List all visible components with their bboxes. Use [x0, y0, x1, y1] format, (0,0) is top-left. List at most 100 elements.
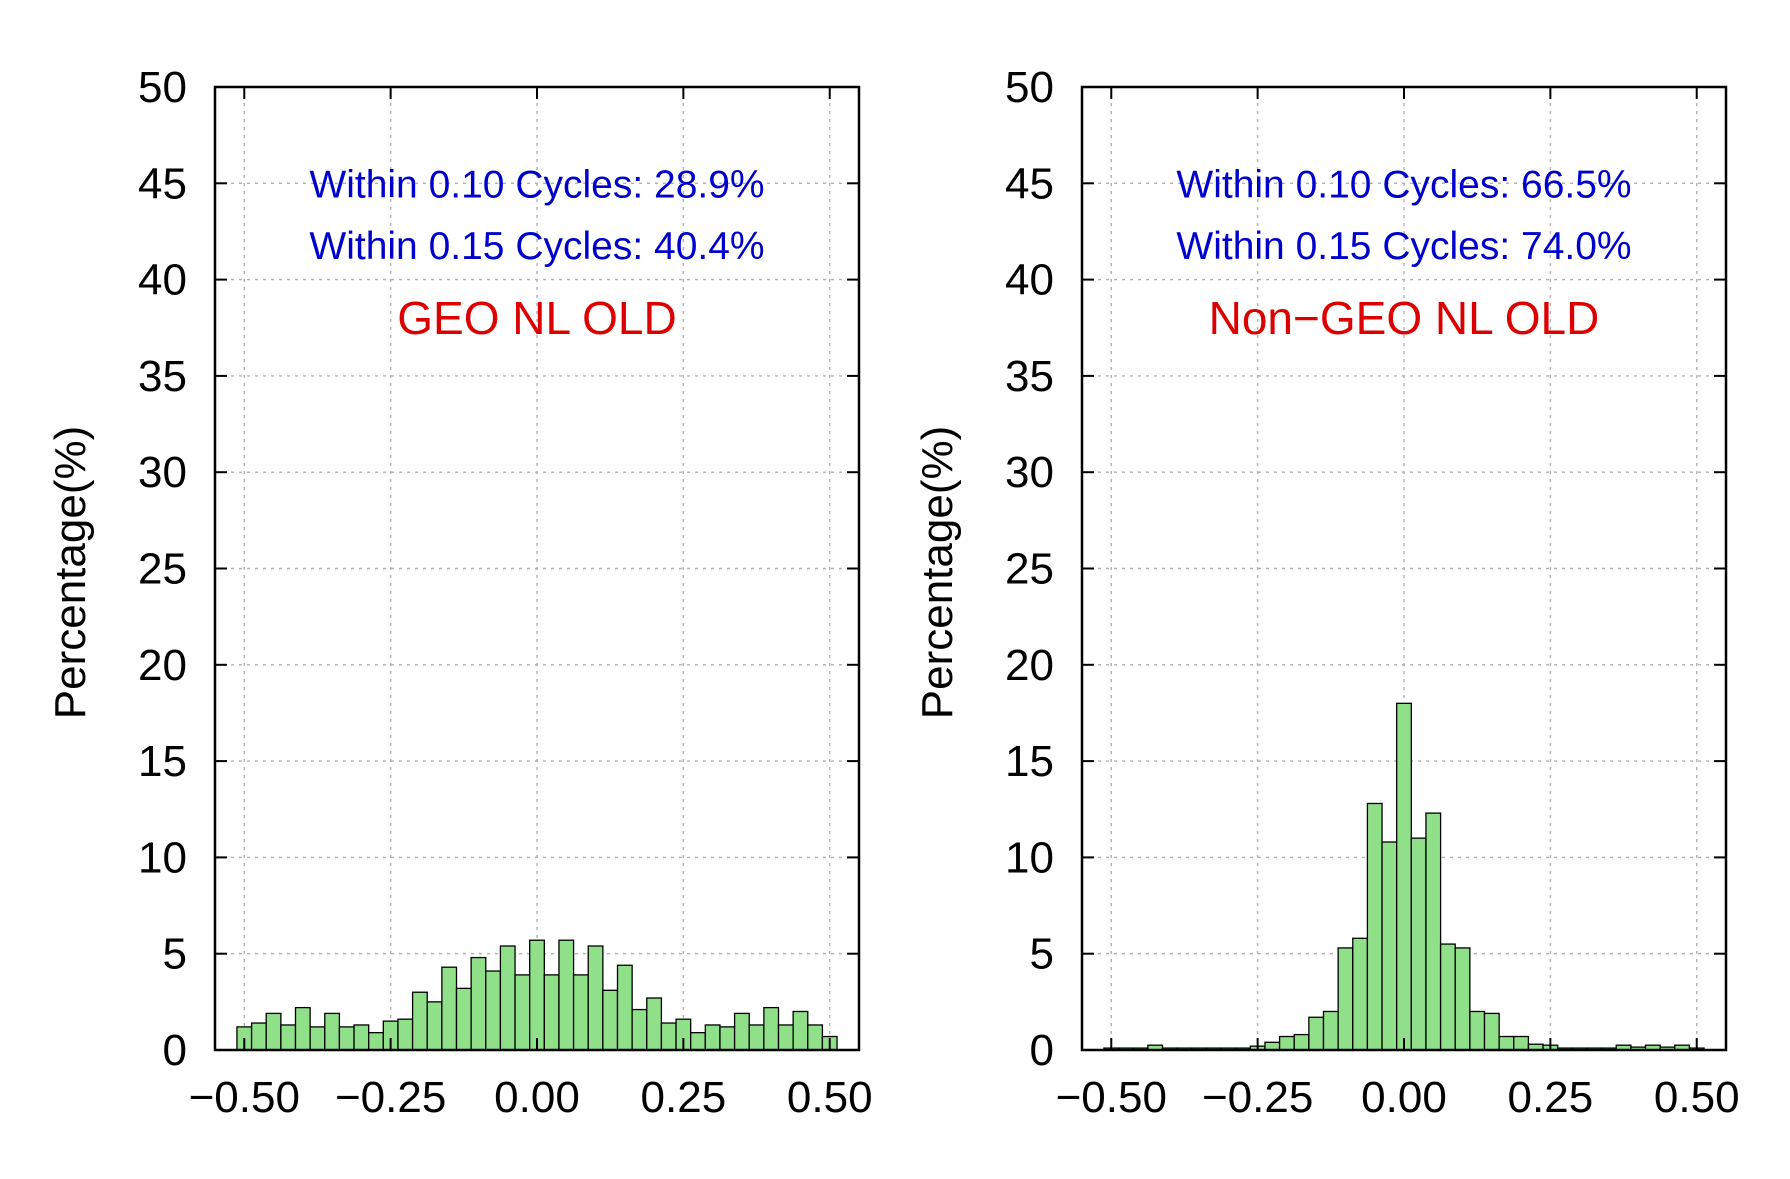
left-x-tick-labels: −0.50 −0.25 0.00 0.25 0.50	[189, 1073, 873, 1122]
right-histogram-bar	[1337, 947, 1354, 1051]
right-histogram-bar	[1308, 1016, 1325, 1051]
left-y-tick-label: 40	[138, 256, 187, 305]
left-x-tick-label: 0.00	[494, 1073, 580, 1122]
left-within-015-annotation: Within 0.15 Cycles: 40.4%	[309, 225, 764, 268]
right-histogram-bar	[1498, 1035, 1515, 1051]
left-histogram-bar	[704, 1024, 721, 1051]
right-panel-title: Non−GEO NL OLD	[1209, 292, 1600, 344]
left-histogram-bar	[807, 1024, 824, 1051]
right-x-tick-label: −0.25	[1202, 1073, 1313, 1122]
right-y-tick-label: 45	[1005, 159, 1054, 208]
left-histogram-bar	[441, 966, 458, 1051]
left-histogram-bar	[470, 956, 487, 1051]
left-x-tick-label: 0.50	[787, 1073, 873, 1122]
right-y-tick-label: 35	[1005, 352, 1054, 401]
left-histogram-bar	[397, 1018, 414, 1051]
left-y-tick-label: 15	[138, 737, 187, 786]
left-x-tick-label: −0.50	[189, 1073, 300, 1122]
left-histogram-bar	[631, 1008, 648, 1051]
left-histogram-bar	[543, 974, 560, 1051]
left-histogram-bar	[616, 964, 633, 1051]
right-histogram-bar	[1410, 837, 1427, 1051]
left-y-tick-label: 50	[138, 63, 187, 112]
right-within-015-annotation: Within 0.15 Cycles: 74.0%	[1176, 225, 1631, 268]
right-histogram-bar	[1425, 812, 1442, 1051]
right-y-tick-label: 20	[1005, 641, 1054, 690]
right-y-tick-label: 5	[1030, 930, 1054, 979]
left-histogram-bar	[763, 1006, 780, 1051]
left-histogram-panel: 0 5 10 15 20 25 30 35 40 45 50 −0.50 −0.…	[46, 63, 873, 1122]
right-histogram-bar	[1352, 937, 1369, 1051]
left-histogram-bar	[280, 1024, 297, 1051]
right-x-tick-label: 0.50	[1654, 1073, 1740, 1122]
left-x-tick-label: −0.25	[335, 1073, 446, 1122]
left-y-tick-label: 0	[163, 1026, 187, 1075]
right-histogram-bar	[1439, 943, 1456, 1051]
left-histogram-bar	[748, 1024, 765, 1051]
left-histogram-bar	[587, 945, 604, 1051]
right-histogram-bar	[1322, 1010, 1339, 1051]
left-histogram-bar	[324, 1012, 341, 1051]
right-x-tick-label: 0.25	[1508, 1073, 1594, 1122]
right-histogram-bar	[1483, 1012, 1500, 1051]
right-y-tick-labels: 0 5 10 15 20 25 30 35 40 45 50	[1005, 63, 1054, 1075]
left-histogram-bar	[250, 1022, 267, 1051]
right-y-tick-label: 50	[1005, 63, 1054, 112]
right-histogram-bar	[1366, 802, 1383, 1051]
right-y-tick-label: 0	[1030, 1026, 1054, 1075]
right-y-tick-label: 15	[1005, 737, 1054, 786]
left-histogram-bar	[719, 1026, 736, 1051]
right-histogram-bar	[1293, 1033, 1310, 1051]
left-histogram-bar	[353, 1024, 370, 1051]
right-histogram-bar	[1454, 947, 1471, 1051]
right-histogram-bar	[1381, 841, 1398, 1051]
left-y-tick-label: 35	[138, 352, 187, 401]
left-histogram-bar	[514, 974, 531, 1051]
left-histogram-bar	[529, 939, 545, 1051]
left-y-tick-label: 10	[138, 833, 187, 882]
right-y-tick-label: 25	[1005, 545, 1054, 594]
left-y-tick-label: 5	[163, 930, 187, 979]
left-histogram-bar	[455, 987, 472, 1051]
left-x-tick-label: 0.25	[641, 1073, 727, 1122]
left-histogram-bar	[690, 1032, 706, 1051]
left-histogram-bar	[368, 1032, 384, 1051]
right-histogram-panel: 0 5 10 15 20 25 30 35 40 45 50 −0.50 −0.…	[913, 63, 1740, 1122]
left-panel-title: GEO NL OLD	[397, 292, 676, 344]
left-histogram-bar	[792, 1010, 809, 1051]
right-y-tick-label: 40	[1005, 256, 1054, 305]
left-histogram-bar	[338, 1026, 355, 1051]
left-y-tick-label: 25	[138, 545, 187, 594]
right-x-tick-labels: −0.50 −0.25 0.00 0.25 0.50	[1056, 1073, 1740, 1122]
left-histogram-bar	[309, 1026, 326, 1051]
left-within-010-annotation: Within 0.10 Cycles: 28.9%	[309, 163, 764, 206]
right-y-tick-label: 30	[1005, 448, 1054, 497]
left-histogram-bar	[485, 970, 502, 1051]
right-histogram-bar	[1396, 702, 1412, 1051]
left-histogram-bar	[411, 991, 428, 1051]
left-y-tick-label: 20	[138, 641, 187, 690]
left-histogram-bar	[426, 1001, 443, 1051]
right-ticks	[1082, 86, 1726, 1051]
left-grid	[215, 87, 859, 1050]
left-ticks	[215, 86, 859, 1051]
right-y-tick-label: 10	[1005, 833, 1054, 882]
left-histogram-bar	[558, 939, 575, 1051]
left-y-tick-label: 30	[138, 448, 187, 497]
right-within-010-annotation: Within 0.10 Cycles: 66.5%	[1176, 163, 1631, 206]
left-y-axis-label: Percentage(%)	[46, 426, 95, 719]
right-histogram-bar	[1513, 1035, 1530, 1051]
left-histogram-bar	[602, 989, 619, 1051]
left-histogram-bar	[265, 1012, 282, 1051]
right-histogram-bar	[1469, 1010, 1486, 1051]
left-histogram-bar	[777, 1024, 794, 1051]
right-x-tick-label: −0.50	[1056, 1073, 1167, 1122]
left-histogram-bar	[499, 945, 516, 1051]
right-x-tick-label: 0.00	[1361, 1073, 1447, 1122]
right-histogram-bar	[1278, 1035, 1295, 1051]
left-histogram-bar	[294, 1006, 311, 1051]
right-y-axis-label: Percentage(%)	[913, 426, 962, 719]
left-histogram-bar	[572, 974, 589, 1051]
left-histogram-bar	[733, 1012, 750, 1051]
